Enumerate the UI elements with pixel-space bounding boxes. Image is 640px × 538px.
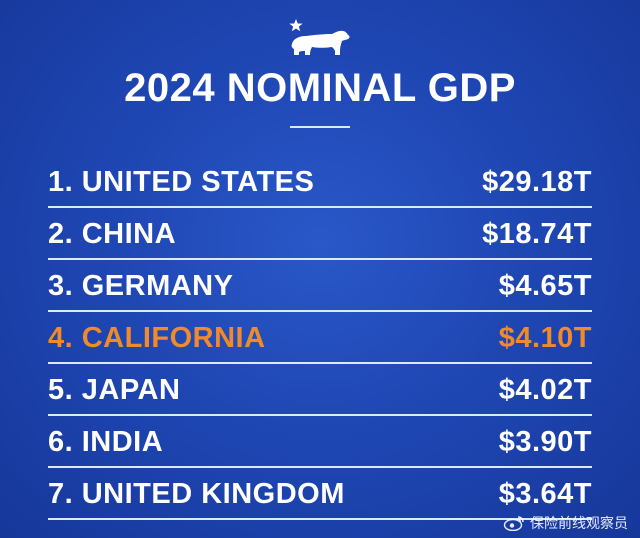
watermark: 保险前线观察员 — [503, 514, 628, 532]
row-divider — [48, 414, 592, 416]
title-underline — [290, 126, 350, 128]
ranking-value: $29.18T — [482, 165, 592, 198]
ranking-label: 3. GERMANY — [48, 269, 234, 302]
weibo-icon — [503, 516, 524, 531]
ranking-value: $3.90T — [498, 425, 592, 458]
row-divider — [48, 518, 592, 520]
ranking-row-3: 3. GERMANY $4.65T — [48, 265, 592, 307]
row-divider — [48, 362, 592, 364]
ranking-label: 6. INDIA — [48, 425, 164, 458]
ranking-row-1: 1. UNITED STATES $29.18T — [48, 161, 592, 203]
row-divider — [48, 258, 592, 260]
row-divider — [48, 310, 592, 312]
ranking-label: 7. UNITED KINGDOM — [48, 477, 345, 510]
ranking-row-2: 2. CHINA $18.74T — [48, 213, 592, 255]
ranking-value: $3.64T — [498, 477, 592, 510]
california-bear-star-icon — [289, 19, 350, 55]
ranking-value: $4.65T — [498, 269, 592, 302]
page-title: 2024 NOMINAL GDP — [124, 66, 516, 110]
ranking-value: $4.10T — [498, 321, 592, 354]
row-divider — [48, 206, 592, 208]
ranking-label: 5. JAPAN — [48, 373, 181, 406]
ranking-row-5: 5. JAPAN $4.02T — [48, 369, 592, 411]
ranking-label: 1. UNITED STATES — [48, 165, 315, 198]
ranking-label: 4. CALIFORNIA — [48, 321, 266, 354]
watermark-text: 保险前线观察员 — [530, 515, 628, 531]
ranking-value: $4.02T — [498, 373, 592, 406]
ranking-value: $18.74T — [482, 217, 592, 250]
ranking-row-4: 4. CALIFORNIA $4.10T — [48, 317, 592, 359]
row-divider — [48, 466, 592, 468]
ranking-row-6: 6. INDIA $3.90T — [48, 421, 592, 463]
ranking-label: 2. CHINA — [48, 217, 177, 250]
ranking-row-7: 7. UNITED KINGDOM $3.64T — [48, 473, 592, 515]
